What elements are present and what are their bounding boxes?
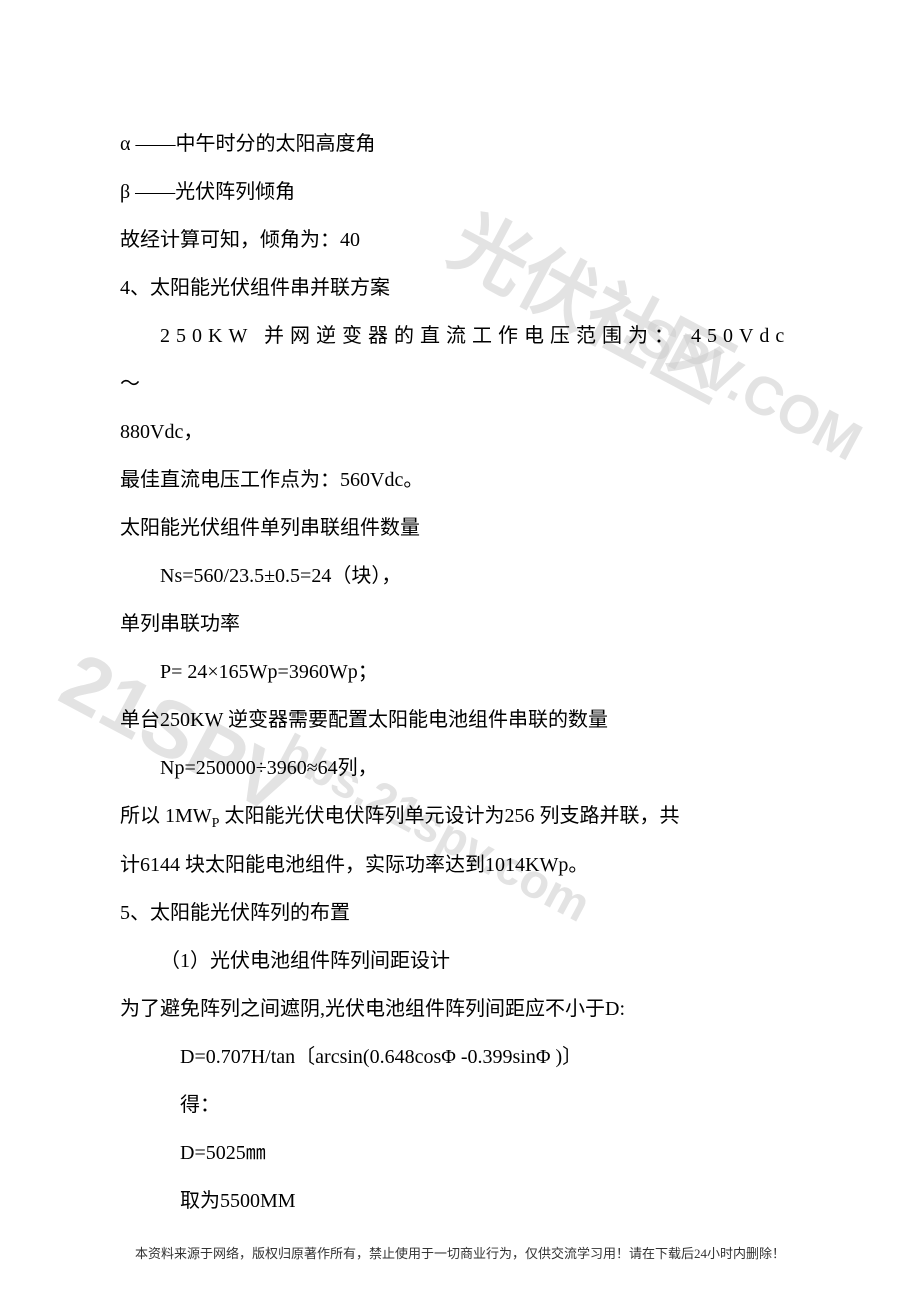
- body-line: 所以 1MWP 太阳能光伏电伏阵列单元设计为256 列支路并联，共: [120, 792, 800, 841]
- body-line: （1）光伏电池组件阵列间距设计: [120, 937, 800, 985]
- body-line: α ——中午时分的太阳高度角: [120, 120, 800, 168]
- body-line: 得：: [120, 1081, 800, 1129]
- body-line: 4、太阳能光伏组件串并联方案: [120, 264, 800, 312]
- body-line: Ns=560/23.5±0.5=24（块），: [120, 552, 800, 600]
- body-line: D=5025㎜: [120, 1129, 800, 1177]
- body-line: 250KW 并网逆变器的直流工作电压范围为： 450Vdc ～: [120, 312, 800, 408]
- page-footer: 本资料来源于网络，版权归原著作所有，禁止使用于一切商业行为，仅供交流学习用！请在…: [0, 1243, 920, 1262]
- body-line: 单列串联功率: [120, 600, 800, 648]
- body-line: 最佳直流电压工作点为：560Vdc。: [120, 456, 800, 504]
- body-line: 取为5500MM: [120, 1177, 800, 1225]
- body-line: 880Vdc，: [120, 408, 800, 456]
- body-line: D=0.707H/tan〔arcsin(0.648cosΦ -0.399sinΦ…: [120, 1033, 800, 1081]
- body-line: 单台250KW 逆变器需要配置太阳能电池组件串联的数量: [120, 696, 800, 744]
- body-line: 5、太阳能光伏阵列的布置: [120, 889, 800, 937]
- body-line: P= 24×165Wp=3960Wp；: [120, 648, 800, 696]
- body-line: 计6144 块太阳能电池组件，实际功率达到1014KWp。: [120, 841, 800, 889]
- document-body: α ——中午时分的太阳高度角 β ——光伏阵列倾角 故经计算可知，倾角为：40 …: [0, 0, 920, 1225]
- body-line: 故经计算可知，倾角为：40: [120, 216, 800, 264]
- body-line: 太阳能光伏组件单列串联组件数量: [120, 504, 800, 552]
- body-line: 为了避免阵列之间遮阴,光伏电池组件阵列间距应不小于D:: [120, 985, 800, 1033]
- body-line: β ——光伏阵列倾角: [120, 168, 800, 216]
- body-line: Np=250000÷3960≈64列，: [120, 744, 800, 792]
